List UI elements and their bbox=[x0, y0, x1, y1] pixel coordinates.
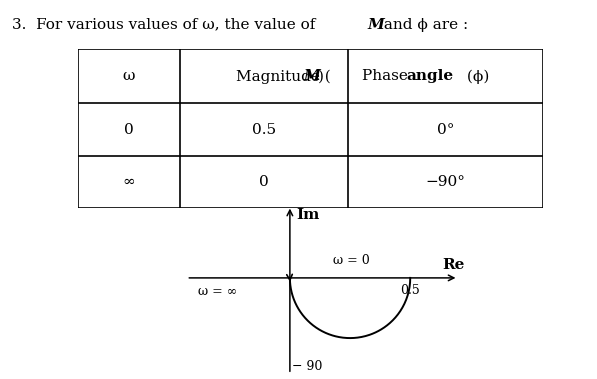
Text: ω = 0: ω = 0 bbox=[333, 254, 370, 267]
Text: −90°: −90° bbox=[426, 175, 466, 189]
Text: ): ) bbox=[318, 69, 324, 83]
Text: 0.5: 0.5 bbox=[252, 123, 276, 137]
Text: − 90: − 90 bbox=[293, 360, 322, 373]
Text: Re: Re bbox=[442, 258, 464, 272]
Text: 0: 0 bbox=[124, 123, 134, 137]
Text: ∞: ∞ bbox=[122, 175, 135, 189]
Text: 3.  For various values of ω, the value of: 3. For various values of ω, the value of bbox=[12, 18, 320, 31]
Text: and ϕ are :: and ϕ are : bbox=[379, 18, 468, 31]
Text: Phase: Phase bbox=[362, 69, 413, 83]
Text: Im: Im bbox=[296, 208, 319, 222]
Text: 0: 0 bbox=[259, 175, 269, 189]
Text: M: M bbox=[303, 69, 321, 83]
Text: 0.5: 0.5 bbox=[401, 284, 420, 297]
Text: ω = ∞: ω = ∞ bbox=[198, 285, 237, 298]
Text: M: M bbox=[367, 18, 384, 31]
Text: (ϕ): (ϕ) bbox=[462, 69, 489, 83]
Text: 0°: 0° bbox=[437, 123, 454, 137]
Text: ω: ω bbox=[122, 69, 135, 83]
Text: angle: angle bbox=[406, 69, 453, 83]
Text: Magnitude (: Magnitude ( bbox=[236, 69, 331, 83]
